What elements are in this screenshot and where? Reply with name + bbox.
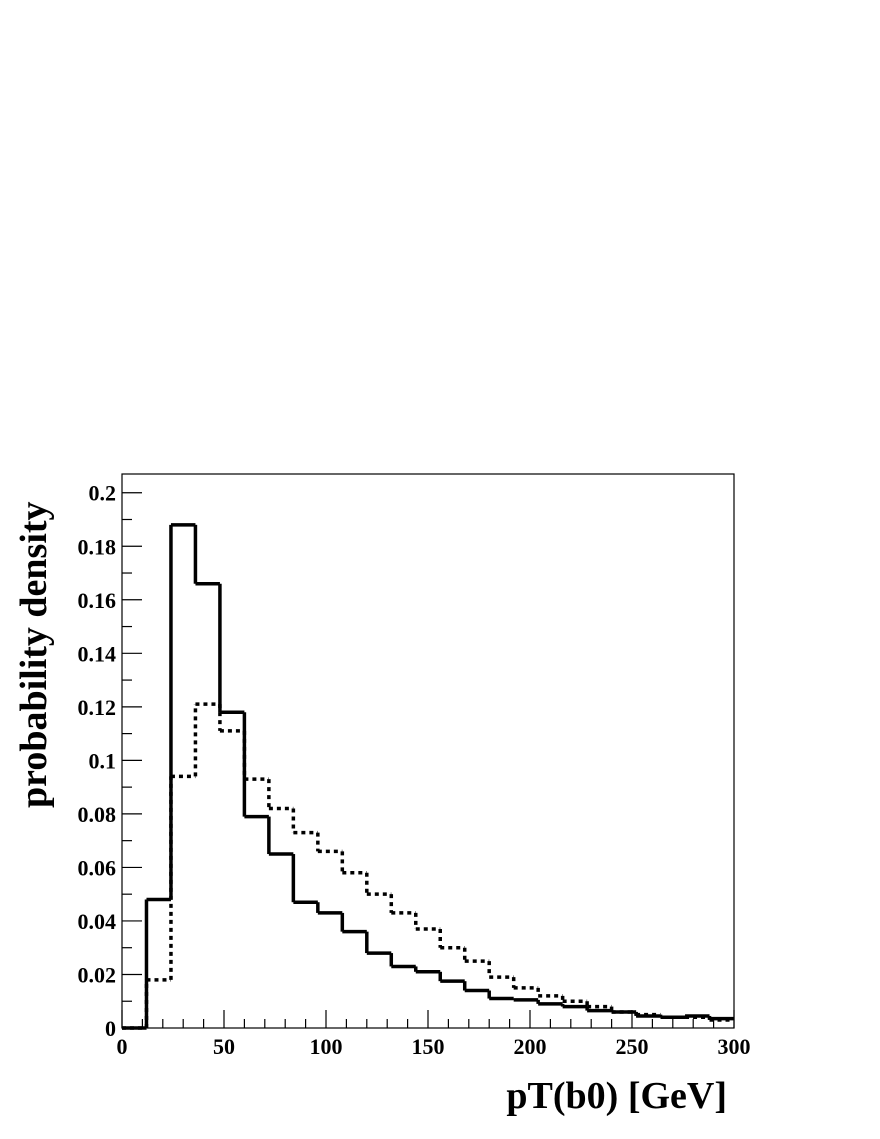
plot-frame <box>121 473 735 1029</box>
y-tick-label: 0.06 <box>78 855 117 880</box>
y-tick-label: 0.14 <box>78 641 117 666</box>
y-tick-label: 0.02 <box>78 962 117 987</box>
x-tick-label: 250 <box>616 1034 649 1059</box>
histogram-series <box>122 702 734 1030</box>
y-tick-label: 0.1 <box>89 748 117 773</box>
y-tick-label: 0.16 <box>78 588 117 613</box>
histogram-series <box>122 523 734 1030</box>
x-tick-label: 50 <box>213 1034 235 1059</box>
x-tick-label: 150 <box>412 1034 445 1059</box>
y-axis-label: probability density <box>13 501 55 808</box>
y-tick-label: 0.08 <box>78 802 117 827</box>
x-tick-label: 200 <box>514 1034 547 1059</box>
x-tick-label: 0 <box>117 1034 128 1059</box>
x-tick-label: 100 <box>310 1034 343 1059</box>
y-tick-label: 0.04 <box>78 909 117 934</box>
x-axis-label: pT(b0) [GeV] <box>506 1075 727 1117</box>
y-tick-label: 0 <box>105 1016 116 1041</box>
y-tick-label: 0.12 <box>78 695 117 720</box>
y-tick-label: 0.2 <box>89 481 117 506</box>
x-tick-label: 300 <box>718 1034 751 1059</box>
y-tick-label: 0.18 <box>78 534 117 559</box>
